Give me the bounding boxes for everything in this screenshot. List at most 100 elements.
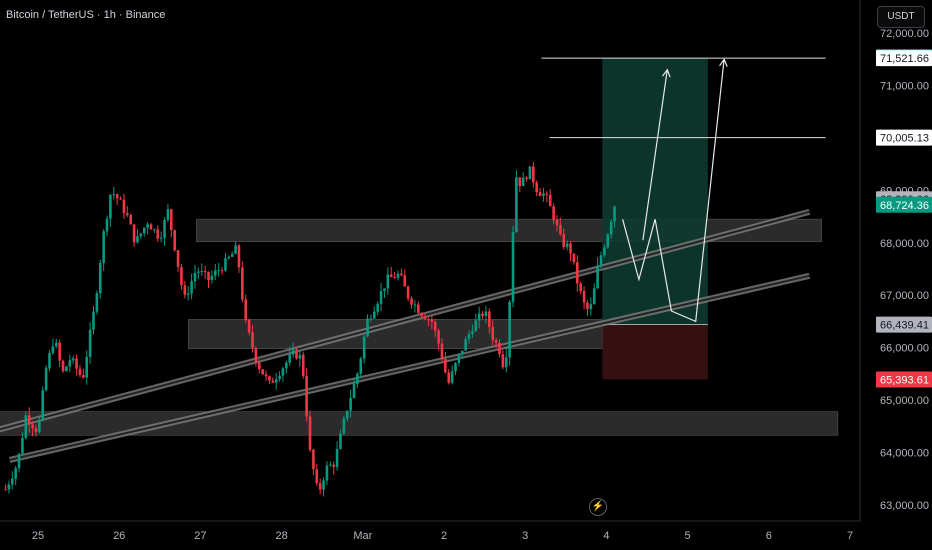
candle-body (548, 194, 552, 207)
sr-zone (196, 218, 822, 243)
candle-body (213, 270, 217, 276)
candle-body (481, 313, 484, 317)
candle-body (251, 332, 254, 348)
candle-body (433, 321, 437, 331)
candle-body (552, 206, 555, 221)
candle-body (14, 468, 17, 479)
candle-body (332, 464, 336, 467)
candle-body (373, 311, 376, 319)
candle-body (244, 299, 248, 320)
candle-body (406, 286, 410, 299)
candle-body (163, 219, 166, 238)
candle-body (511, 232, 515, 302)
candle-body (342, 418, 346, 434)
arrow-head (719, 57, 728, 67)
candle-body (596, 265, 599, 289)
candle-body (7, 484, 11, 490)
candle-body (224, 258, 227, 271)
candle-body (362, 336, 366, 359)
price-label-line (876, 50, 932, 67)
candle-body (230, 253, 234, 257)
candle-body (237, 245, 241, 268)
price-label-line (876, 129, 932, 146)
candle-body (166, 209, 170, 220)
candle-body (102, 231, 105, 263)
candle-body (565, 243, 569, 248)
candle-body (200, 270, 204, 272)
candle-body (41, 390, 45, 420)
candle-body (268, 376, 271, 381)
candle-body (4, 489, 7, 491)
symbol-title[interactable]: Bitcoin / TetherUS · 1h · Binance (6, 9, 166, 21)
loss-zone (602, 324, 708, 380)
lightning-icon[interactable]: ⚡ (589, 498, 607, 516)
candle-body (227, 256, 231, 259)
candle-body (315, 469, 319, 484)
candle-body (329, 464, 332, 466)
candle-body (217, 270, 220, 272)
candle-body (82, 374, 85, 378)
candle-body (65, 366, 68, 372)
candle-body (454, 362, 457, 372)
time-tick-label: 26 (113, 530, 125, 542)
candle-body (579, 283, 582, 292)
price-label-stop (876, 371, 932, 388)
candle-body (440, 343, 444, 360)
candle-body (301, 354, 305, 377)
price-tick-label: 64,000.00 (880, 448, 929, 460)
candle-body (403, 275, 407, 287)
time-tick-label: 7 (847, 530, 853, 542)
candle-body (207, 271, 210, 281)
channel-line-inner (9, 274, 810, 461)
candle-body (359, 358, 363, 374)
candle-body (126, 213, 129, 216)
candle-body (515, 177, 518, 233)
candle-body (136, 236, 139, 243)
candle-body (92, 311, 95, 330)
candle-body (437, 330, 440, 344)
candle-body (586, 302, 589, 310)
candle-body (525, 177, 528, 180)
candle-body (528, 166, 532, 180)
candle-body (193, 272, 197, 282)
price-label-text: 65,393.61 (880, 374, 929, 386)
candle-body (98, 262, 102, 294)
candle-body (71, 358, 75, 361)
candle-body (285, 362, 288, 369)
candle-body (109, 194, 112, 219)
candle-body (132, 224, 136, 243)
time-tick-label: 27 (194, 530, 206, 542)
candle-body (291, 349, 295, 355)
price-label-text: 68,724.36 (880, 200, 929, 212)
candle-body (88, 329, 92, 357)
candle-body (129, 215, 133, 225)
candle-body (609, 221, 613, 235)
time-tick-label: 5 (685, 530, 691, 542)
candle-body (305, 376, 308, 417)
candle-body (400, 273, 403, 276)
candle-body (190, 281, 193, 294)
candle-body (78, 368, 82, 375)
candle-body (383, 288, 386, 291)
candle-body (545, 193, 549, 195)
candle-body (27, 415, 31, 425)
candle-body (349, 398, 352, 411)
candle-body (10, 478, 14, 485)
candle-body (488, 311, 491, 328)
candle-body (444, 359, 447, 373)
candle-body (197, 271, 200, 273)
candle-body (180, 266, 183, 286)
currency-button[interactable]: USDT (877, 6, 925, 28)
candle-body (176, 250, 180, 267)
candle-body (170, 209, 173, 231)
projection-path (642, 69, 668, 241)
candle-body (613, 206, 616, 222)
candle-body (58, 342, 61, 361)
profit-zone (602, 58, 708, 325)
candle-body (119, 198, 122, 200)
arrow-head (662, 68, 671, 78)
candle-body (241, 267, 244, 300)
candle-body (589, 304, 593, 310)
candle-body (257, 362, 261, 370)
